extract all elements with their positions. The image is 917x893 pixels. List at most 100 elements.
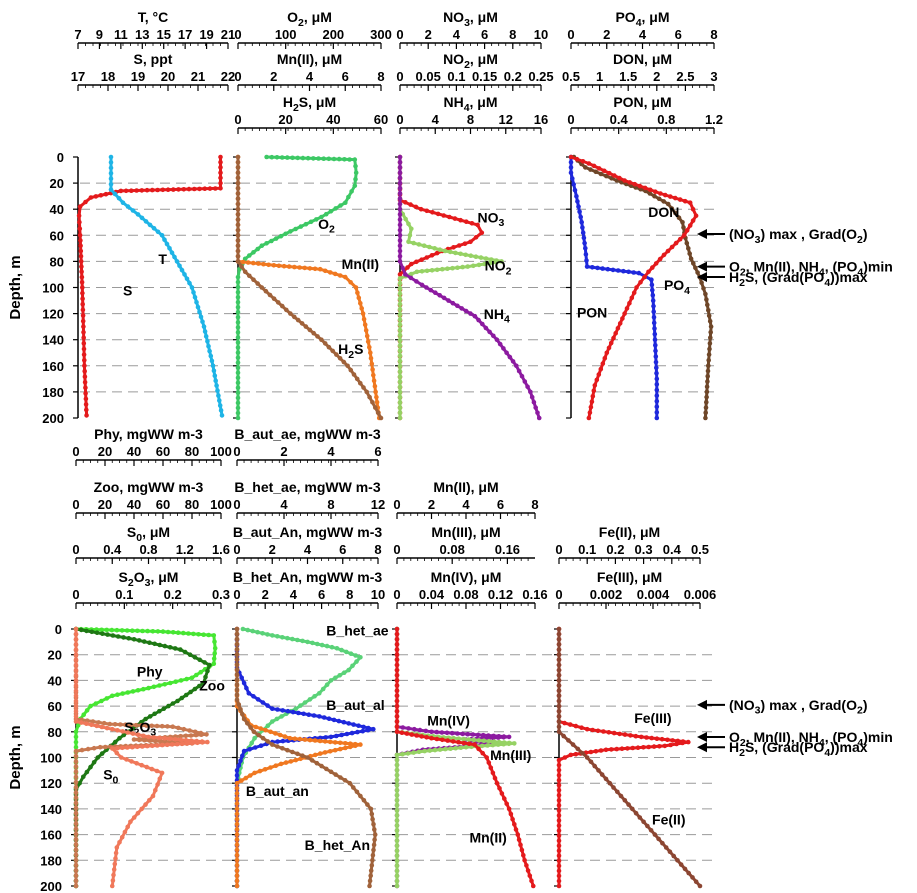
tick-label: 60 [156,444,170,459]
data-point [235,350,241,355]
data-point [533,405,538,410]
data-point [650,293,656,298]
tick-label: 0 [234,112,241,127]
data-point [394,777,400,783]
data-point [241,748,247,754]
data-point [235,154,241,160]
data-point [490,770,496,776]
data-point [251,729,257,735]
data-point [73,678,79,683]
data-point [234,780,240,786]
data-point [122,829,128,835]
axis-title: DON, μM [613,51,672,67]
data-point [614,746,619,752]
data-point [288,759,294,764]
data-point [195,304,201,310]
depth-axis [566,156,572,419]
data-point [81,324,86,329]
data-point [146,685,151,691]
data-point [234,692,240,697]
data-point [307,266,313,271]
tick-label: 0 [234,69,241,84]
data-point [355,729,360,735]
data-point [253,724,259,730]
data-point [236,702,242,707]
data-point [292,736,298,741]
data-point [521,852,526,858]
data-point [159,770,165,776]
data-point [654,404,660,410]
data-point [611,785,616,790]
data-point [456,736,461,741]
data-point [317,738,323,744]
data-point [295,637,300,643]
data-point [341,719,347,725]
data-point [358,793,363,799]
data-point [394,719,400,724]
data-point [478,255,484,260]
data-point [80,285,85,290]
data-point [279,714,284,719]
data-point [234,697,240,702]
data-point [522,858,527,863]
axis-s-ppt: 17 18 19 20 21 22S, ppt [71,51,235,91]
data-point [313,752,318,758]
data-point [463,744,469,750]
data-point [378,415,384,421]
data-point [439,730,445,735]
data-point [397,272,403,277]
data-point [706,357,711,363]
data-point [234,796,240,801]
tick-label: 16 [534,112,548,127]
data-point [397,374,403,379]
data-point [349,189,354,194]
data-point [353,163,358,169]
data-point [406,726,411,731]
data-point [394,662,400,668]
data-point [652,337,658,343]
data-point [397,395,403,400]
data-point [155,187,160,193]
tick-label: 0.16 [522,587,547,602]
data-point [104,725,110,731]
data-point [529,878,534,884]
data-point [308,219,314,225]
data-point [369,361,375,367]
data-point [178,733,183,739]
data-point [703,410,708,416]
data-point [213,378,218,384]
data-point [448,746,453,751]
data-point [653,343,658,348]
data-point [234,657,240,662]
data-point [455,731,460,736]
data-point [334,352,339,357]
data-point [397,410,403,416]
data-point [654,371,659,376]
tick-label: 0 [72,497,79,512]
data-point [188,733,194,738]
data-point [364,333,370,339]
data-point [584,258,589,263]
data-point [344,731,350,737]
data-point [619,746,625,751]
data-point [139,723,144,728]
data-point [346,194,351,200]
data-point [622,798,628,803]
tick-label: 0 [234,27,241,42]
data-point [659,736,665,742]
data-point [493,260,499,265]
data-point [152,738,158,744]
depth-axis-title: Depth, m [7,725,24,789]
data-point [73,667,79,673]
data-point [684,228,690,233]
data-point [419,282,425,288]
depth-tick-label: 160 [40,828,62,843]
data-point [166,703,171,709]
data-point [443,746,448,752]
data-point [452,216,458,221]
depth-tick-label: 200 [40,879,62,893]
tick-label: 0.4 [103,542,122,557]
data-point [450,739,456,744]
data-point [130,628,135,633]
data-point [317,751,323,756]
